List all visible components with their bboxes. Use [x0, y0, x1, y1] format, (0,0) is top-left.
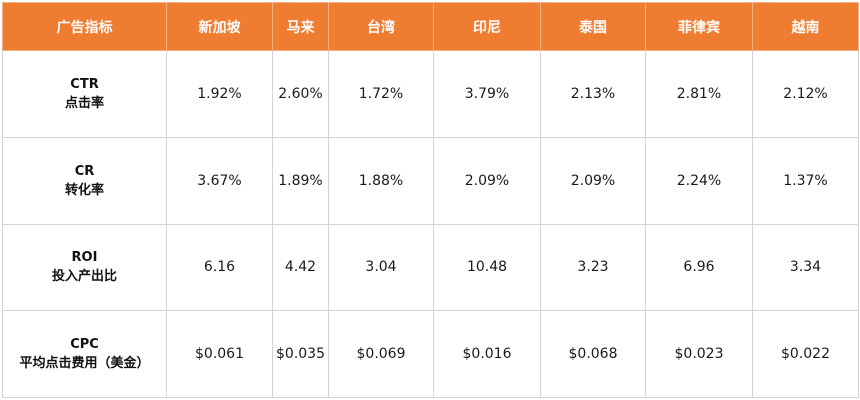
value-cell: 2.12% — [752, 50, 859, 138]
value-cell: 2.09% — [433, 136, 541, 225]
value-cell: 2.81% — [645, 50, 753, 138]
value-cell: $0.016 — [433, 310, 541, 398]
metric-name-en: CPC — [70, 337, 99, 353]
header-region-philippines: 菲律宾 — [645, 2, 753, 51]
metric-label-cell: CTR 点击率 — [2, 50, 167, 138]
value-cell: $0.068 — [540, 310, 646, 398]
metric-name-en: CR — [74, 163, 95, 179]
header-region-vietnam: 越南 — [752, 2, 859, 51]
header-region-thailand: 泰国 — [540, 2, 646, 51]
metric-name-cn: 平均点击费用（美金） — [19, 356, 150, 372]
metric-name-en: CTR — [70, 76, 99, 92]
metric-name-cn: 投入产出比 — [51, 269, 117, 285]
header-row: 广告指标 新加坡 马来 台湾 印尼 泰国 菲律宾 越南 — [2, 2, 859, 51]
value-cell: $0.069 — [328, 310, 434, 398]
value-cell: 1.89% — [272, 136, 329, 225]
value-cell: $0.022 — [752, 310, 859, 398]
value-cell: $0.061 — [166, 310, 273, 398]
metric-name-cn: 点击率 — [64, 95, 104, 111]
value-cell: 1.92% — [166, 50, 273, 138]
value-cell: 2.60% — [272, 50, 329, 138]
table-row: CR 转化率 3.67% 1.89% 1.88% 2.09% 2.09% 2.2… — [2, 136, 859, 225]
value-cell: 6.96 — [645, 223, 753, 312]
metric-name-en: ROI — [71, 250, 98, 266]
table-row: ROI 投入产出比 6.16 4.42 3.04 10.48 3.23 6.96… — [2, 223, 859, 312]
header-region-singapore: 新加坡 — [166, 2, 273, 51]
value-cell: 2.09% — [540, 136, 646, 225]
table-row: CTR 点击率 1.92% 2.60% 1.72% 3.79% 2.13% 2.… — [2, 50, 859, 138]
value-cell: 1.72% — [328, 50, 434, 138]
value-cell: 2.24% — [645, 136, 753, 225]
value-cell: 3.67% — [166, 136, 273, 225]
value-cell: 4.42 — [272, 223, 329, 312]
table-row: CPC 平均点击费用（美金） $0.061 $0.035 $0.069 $0.0… — [2, 310, 859, 398]
value-cell: 1.88% — [328, 136, 434, 225]
header-region-taiwan: 台湾 — [328, 2, 434, 51]
metric-label-cell: ROI 投入产出比 — [2, 223, 167, 312]
value-cell: 6.16 — [166, 223, 273, 312]
value-cell: 2.13% — [540, 50, 646, 138]
value-cell: 1.37% — [752, 136, 859, 225]
value-cell: 10.48 — [433, 223, 541, 312]
header-region-malaysia: 马来 — [272, 2, 329, 51]
metric-label-cell: CR 转化率 — [2, 136, 167, 225]
value-cell: 3.34 — [752, 223, 859, 312]
value-cell: $0.035 — [272, 310, 329, 398]
value-cell: 3.79% — [433, 50, 541, 138]
metric-label-cell: CPC 平均点击费用（美金） — [2, 310, 167, 398]
value-cell: $0.023 — [645, 310, 753, 398]
value-cell: 3.04 — [328, 223, 434, 312]
value-cell: 3.23 — [540, 223, 646, 312]
metric-name-cn: 转化率 — [64, 182, 104, 198]
header-corner-cell: 广告指标 — [2, 2, 167, 51]
header-region-indonesia: 印尼 — [433, 2, 541, 51]
